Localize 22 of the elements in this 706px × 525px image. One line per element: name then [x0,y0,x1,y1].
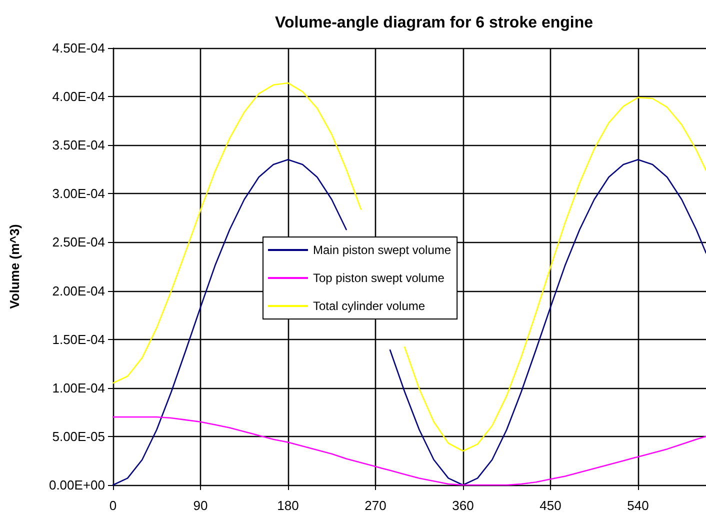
x-tick-label: 360 [452,498,474,513]
y-tick-label: 4.50E-04 [52,40,105,56]
x-tick-label: 270 [364,498,386,513]
x-tick-label: 540 [627,498,649,513]
y-axis-title: Volume (m^3) [7,224,22,309]
y-tick-label: 3.50E-04 [52,138,105,153]
x-tick-label: 0 [109,498,117,513]
y-tick-label: 4.00E-04 [52,89,105,104]
y-tick-label: 3.00E-04 [52,186,105,202]
legend-label: Top piston swept volume [313,271,445,285]
y-tick-label: 0.00E+00 [48,478,105,492]
chart-title: Volume-angle diagram for 6 stroke engine [275,14,594,32]
y-tick-label: 1.00E-04 [52,380,105,396]
y-tick-label: 1.50E-04 [52,332,105,347]
y-tick-label: 5.00E-05 [52,428,105,444]
legend-label: Main piston swept volume [313,243,452,257]
y-tick-label: 2.00E-04 [52,283,105,298]
x-tick-label: 450 [540,498,562,513]
x-tick-label: 90 [193,498,208,513]
x-tick-label: 180 [277,498,299,513]
y-tick-label: 2.50E-04 [52,234,105,250]
legend-label: Total cylinder volume [313,299,426,313]
